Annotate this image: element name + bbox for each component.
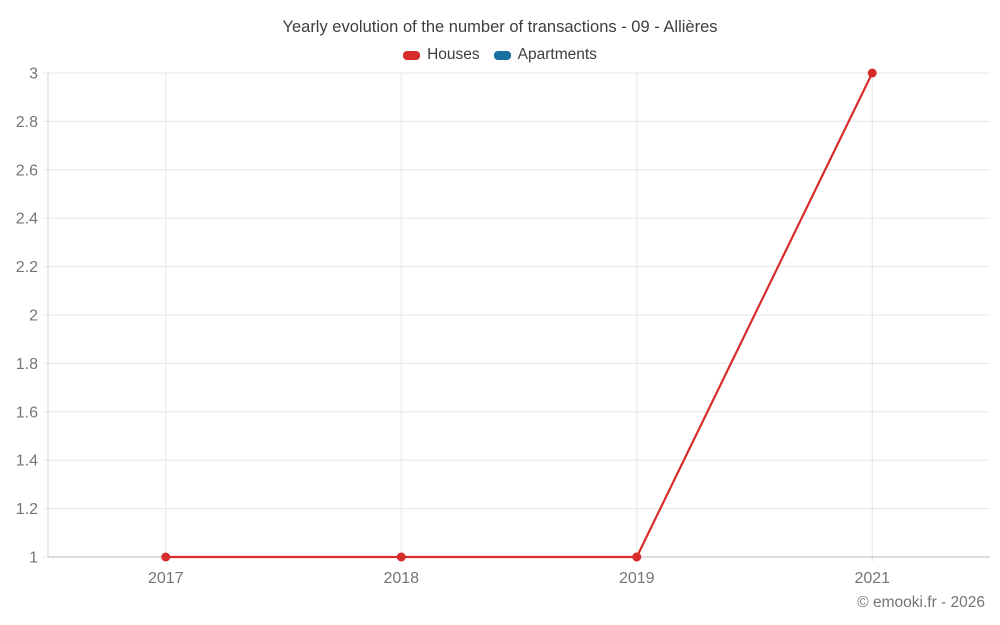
data-point-houses[interactable] [632,552,642,562]
y-tick-label: 2 [29,308,38,325]
x-tick-label: 2021 [854,570,890,587]
legend-label-houses: Houses [427,46,480,63]
y-tick-label: 1 [29,550,38,567]
y-tick-label: 2.6 [16,162,38,179]
data-point-houses[interactable] [396,552,406,562]
chart-legend: Houses Apartments [0,46,1000,64]
series-line-houses [164,71,874,559]
copyright-footer: © emooki.fr - 2026 [857,594,985,611]
y-tick-label: 1.6 [16,404,38,421]
y-tick-label: 2.8 [16,114,38,131]
data-point-houses[interactable] [161,552,171,562]
legend-label-apartments: Apartments [517,46,597,63]
x-tick-label: 2019 [619,570,655,587]
y-tick-label: 1.8 [16,356,38,373]
y-tick-label: 1.2 [16,501,38,518]
y-tick-label: 3 [29,66,38,83]
houses-swatch-icon [403,50,421,60]
data-point-houses[interactable] [867,68,877,78]
y-tick-label: 2.2 [16,259,38,276]
chart-title: Yearly evolution of the number of transa… [282,18,718,36]
y-tick-label: 2.4 [16,211,38,228]
apartments-swatch-icon [493,50,511,60]
legend-item-houses[interactable]: Houses [403,46,480,64]
legend-item-apartments[interactable]: Apartments [493,46,597,64]
x-tick-label: 2018 [383,570,419,587]
y-tick-label: 1.4 [16,453,38,470]
x-tick-label: 2017 [148,570,184,587]
